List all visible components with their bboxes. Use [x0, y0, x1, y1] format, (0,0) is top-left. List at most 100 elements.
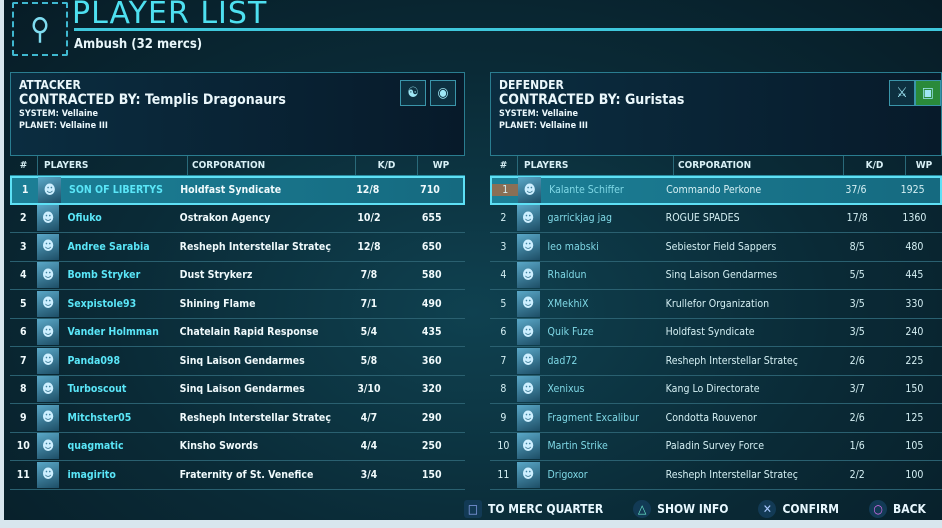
war-points: 490: [421, 297, 442, 310]
player-row[interactable]: 3 ☻ leo mabski Sebiestor Field Sappers 8/5 48…: [490, 233, 942, 262]
kill-death: 2/6: [849, 411, 865, 424]
player-row[interactable]: 2 ☻ garrickjag jag ROGUE SPADES 17/8 1360: [490, 205, 942, 233]
avatar-icon: ☻: [36, 433, 60, 460]
avatar-icon: ☻: [36, 376, 60, 403]
avatar-icon: ☻: [36, 404, 60, 431]
war-points: 330: [905, 297, 924, 310]
col-kd: K/D: [844, 156, 906, 175]
corporation: Holdfast Syndicate: [180, 184, 282, 197]
war-points: 650: [421, 240, 442, 253]
player-row[interactable]: 5 ☻ Sexpistole93 Shining Flame 7/1 490: [10, 290, 465, 319]
back-label: BACK: [893, 502, 926, 516]
player-row[interactable]: 11 ☻ imagirito Fraternity of St. Venefice 3/…: [10, 461, 465, 490]
row-number: 10: [497, 440, 510, 453]
show-info-button[interactable]: △ SHOW INFO: [633, 500, 728, 518]
war-points: 240: [905, 326, 924, 339]
kill-death: 12/8: [357, 240, 381, 253]
corporation: Ostrakon Agency: [179, 212, 271, 225]
col-num: #: [10, 156, 38, 175]
kill-death: 37/6: [845, 184, 867, 197]
row-number: 3: [20, 240, 27, 253]
kill-death: 7/1: [360, 297, 378, 310]
column-header: # PLAYERS CORPORATION K/D WP: [490, 156, 942, 176]
kill-death: 8/5: [849, 240, 865, 253]
system: SYSTEM: Vellaine: [499, 109, 579, 119]
player-row[interactable]: 10 ☻ Martin Strike Paladin Survey Force 1/6 1…: [490, 433, 942, 461]
back-button[interactable]: ○ BACK: [869, 500, 926, 518]
kill-death: 2/2: [849, 468, 865, 481]
player-row[interactable]: 9 ☻ Fragment Excalibur Condotta Rouvenor 2/6…: [490, 404, 942, 433]
corporation: Paladin Survey Force: [665, 440, 765, 453]
kill-death: 5/4: [360, 326, 378, 339]
player-name: Xenixus: [547, 383, 585, 396]
player-name: leo mabski: [547, 240, 599, 253]
row-number: 5: [500, 297, 507, 310]
war-points: 1360: [902, 212, 927, 225]
row-number: 9: [20, 411, 27, 424]
kill-death: 4/7: [360, 411, 378, 424]
player-row[interactable]: 3 ☻ Andree Sarabia Resheph Interstellar Str…: [10, 233, 465, 262]
corporation: Krullefor Organization: [665, 297, 770, 310]
player-row[interactable]: 4 ☻ Rhaldun Sinq Laison Gendarmes 5/5 445: [490, 262, 942, 290]
column-header: # PLAYERS CORPORATION K/D WP: [10, 156, 465, 176]
player-row[interactable]: 6 ☻ Vander Holmman Chatelain Rapid Response…: [10, 319, 465, 347]
player-row[interactable]: 9 ☻ Mitchster05 Resheph Interstellar Strate…: [10, 404, 465, 433]
player-name: Martin Strike: [547, 440, 608, 453]
player-row[interactable]: 7 ☻ Panda098 Sinq Laison Gendarmes 5/8 360: [10, 347, 465, 376]
player-row[interactable]: 1 ☻ Kalante Schiffer Commando Perkone 37/6 19…: [490, 176, 942, 205]
corporation: Chatelain Rapid Response: [179, 326, 319, 339]
avatar-icon: ☻: [38, 177, 62, 204]
avatar-icon: ☻: [516, 233, 540, 260]
player-row[interactable]: 5 ☻ XMekhiX Krullefor Organization 3/5 330: [490, 290, 942, 319]
side-label: ATTACKER: [19, 78, 81, 92]
player-row[interactable]: 10 ☻ quagmatic Kinsho Swords 4/4 250: [10, 433, 465, 461]
alliance-logo-icon[interactable]: ▣: [915, 80, 941, 106]
row-number: 9: [500, 411, 507, 424]
circle-icon: ○: [869, 500, 888, 518]
page-title: PLAYER LIST: [72, 0, 268, 31]
kill-death: 1/6: [849, 440, 865, 453]
player-name: Quik Fuze: [547, 326, 594, 339]
corporation: Resheph Interstellar Strateç: [665, 354, 798, 367]
player-row[interactable]: 11 ☻ Drigoxor Resheph Interstellar Strateç 2…: [490, 461, 942, 490]
show-info-label: SHOW INFO: [657, 502, 729, 516]
corp-logo-icon[interactable]: ⚔: [889, 80, 915, 106]
player-row[interactable]: 8 ☻ Xenixus Kang Lo Directorate 3/7 150: [490, 376, 942, 404]
war-points: 320: [421, 383, 442, 396]
corporation: Kang Lo Directorate: [665, 383, 760, 396]
kill-death: 2/6: [849, 354, 865, 367]
player-row[interactable]: 7 ☻ dad72 Resheph Interstellar Strateç 2/6 22…: [490, 347, 942, 376]
confirm-button[interactable]: ✕ CONFIRM: [758, 500, 839, 518]
war-points: 105: [905, 440, 924, 453]
player-row[interactable]: 8 ☻ Turboscout Sinq Laison Gendarmes 3/10 320: [10, 376, 465, 404]
square-icon: □: [464, 500, 482, 518]
row-number: 6: [20, 326, 27, 339]
kill-death: 3/4: [360, 468, 378, 481]
war-points: 710: [420, 184, 440, 197]
merc-quarter-label: TO MERC QUARTER: [488, 502, 604, 516]
side-label: DEFENDER: [499, 78, 564, 92]
corporation: ROGUE SPADES: [665, 212, 740, 225]
corp-logo-icon[interactable]: ☯: [400, 80, 426, 106]
war-points: 225: [905, 354, 924, 367]
player-row[interactable]: 6 ☻ Quik Fuze Holdfast Syndicate 3/5 240: [490, 319, 942, 347]
war-points: 1925: [900, 184, 925, 197]
kill-death: 17/8: [846, 212, 868, 225]
war-points: 580: [421, 269, 442, 282]
button-bar: □ TO MERC QUARTER △ SHOW INFO ✕ CONFIRM ○ BA…: [464, 500, 926, 518]
confirm-label: CONFIRM: [782, 502, 840, 516]
merc-quarter-button[interactable]: □ TO MERC QUARTER: [464, 500, 603, 518]
player-row[interactable]: 1 ☻ SON OF LIBERTYS Holdfast Syndicate 12/8 7…: [10, 176, 465, 205]
corporation: Resheph Interstellar Strateç: [665, 468, 798, 481]
col-wp: WP: [432, 160, 450, 171]
contracted-by: CONTRACTED BY: Guristas: [499, 92, 685, 108]
row-number: 1: [492, 184, 519, 197]
avatar-icon: ☻: [516, 319, 540, 346]
kill-death: 4/4: [360, 440, 378, 453]
player-row[interactable]: 4 ☻ Bomb Stryker Dust Strykerz 7/8 580: [10, 262, 465, 290]
alliance-logo-icon[interactable]: ◉: [430, 80, 456, 106]
player-row[interactable]: 2 ☻ Ofiuko Ostrakon Agency 10/2 655: [10, 205, 465, 233]
avatar-icon: ☻: [36, 205, 60, 232]
kill-death: 10/2: [357, 212, 381, 225]
avatar-icon: ☻: [36, 262, 60, 289]
